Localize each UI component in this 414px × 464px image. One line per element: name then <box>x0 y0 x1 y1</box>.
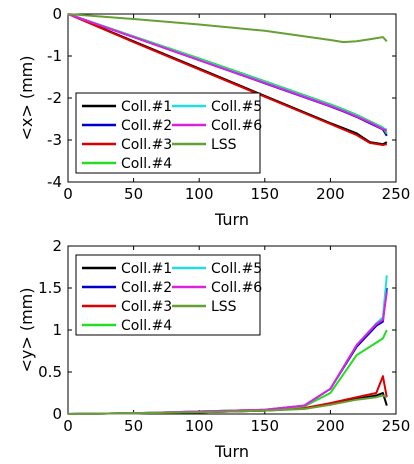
y-tick-label: 2 <box>52 237 62 255</box>
legend-entry: Coll.#1 <box>121 261 172 277</box>
legend-entry: Coll.#5 <box>211 99 262 115</box>
legend-entry: Coll.#3 <box>121 299 172 315</box>
series-line-Coll.#3 <box>67 13 388 146</box>
chart-panel-2: 0 50 100 150 200 250 0 0.5 1 1.5 2 Turn <y> (mm) Coll… <box>17 237 410 461</box>
legend-entry: Coll.#4 <box>121 156 172 172</box>
y-tick-label: -2 <box>47 89 62 107</box>
y-tick-label: 0 <box>52 5 62 23</box>
x-tick-label: 0 <box>63 417 73 435</box>
y-axis-label: <y> (mm) <box>17 287 36 372</box>
y-tick-label: 0 <box>52 405 62 423</box>
legend-entry: Coll.#2 <box>121 118 172 134</box>
y-tick-label: 1.5 <box>38 279 62 297</box>
y-tick-label: -1 <box>47 47 62 65</box>
chart-panel-1: 0 50 100 150 200 250 -4 -3 -2 -1 0 Turn <x> (mm) Coll… <box>17 5 410 229</box>
y-tick-label: 0.5 <box>38 363 62 381</box>
legend-entry: Coll.#6 <box>211 118 262 134</box>
legend-entry: Coll.#2 <box>121 280 172 296</box>
x-tick-label: 250 <box>382 185 411 203</box>
x-tick-label: 200 <box>316 417 345 435</box>
y-tick-label: -3 <box>47 131 62 149</box>
legend-entry: LSS <box>211 137 237 153</box>
x-tick-label: 100 <box>185 417 214 435</box>
x-tick-label: 200 <box>316 185 345 203</box>
x-tick-label: 50 <box>124 417 143 435</box>
x-tick-label: 150 <box>250 417 279 435</box>
x-tick-label: 0 <box>63 185 73 203</box>
legend-entry: Coll.#5 <box>211 261 262 277</box>
x-tick-label: 150 <box>250 185 279 203</box>
y-axis-label: <x> (mm) <box>17 55 36 140</box>
x-tick-label: 250 <box>382 417 411 435</box>
x-tick-label: 100 <box>185 185 214 203</box>
legend-entry: Coll.#4 <box>121 318 172 334</box>
series-line-LSS <box>67 394 388 415</box>
series-line-LSS <box>67 13 388 44</box>
x-axis-label: Turn <box>214 442 249 461</box>
legend-entry: Coll.#3 <box>121 137 172 153</box>
y-tick-label: 1 <box>52 321 62 339</box>
series-line-Coll.#6 <box>67 13 388 132</box>
x-tick-label: 50 <box>124 185 143 203</box>
y-tick-label: -4 <box>47 173 62 191</box>
legend-entry: Coll.#1 <box>121 99 172 115</box>
legend-entry: LSS <box>211 299 237 315</box>
legend-entry: Coll.#6 <box>211 280 262 296</box>
x-axis-label: Turn <box>214 210 249 229</box>
